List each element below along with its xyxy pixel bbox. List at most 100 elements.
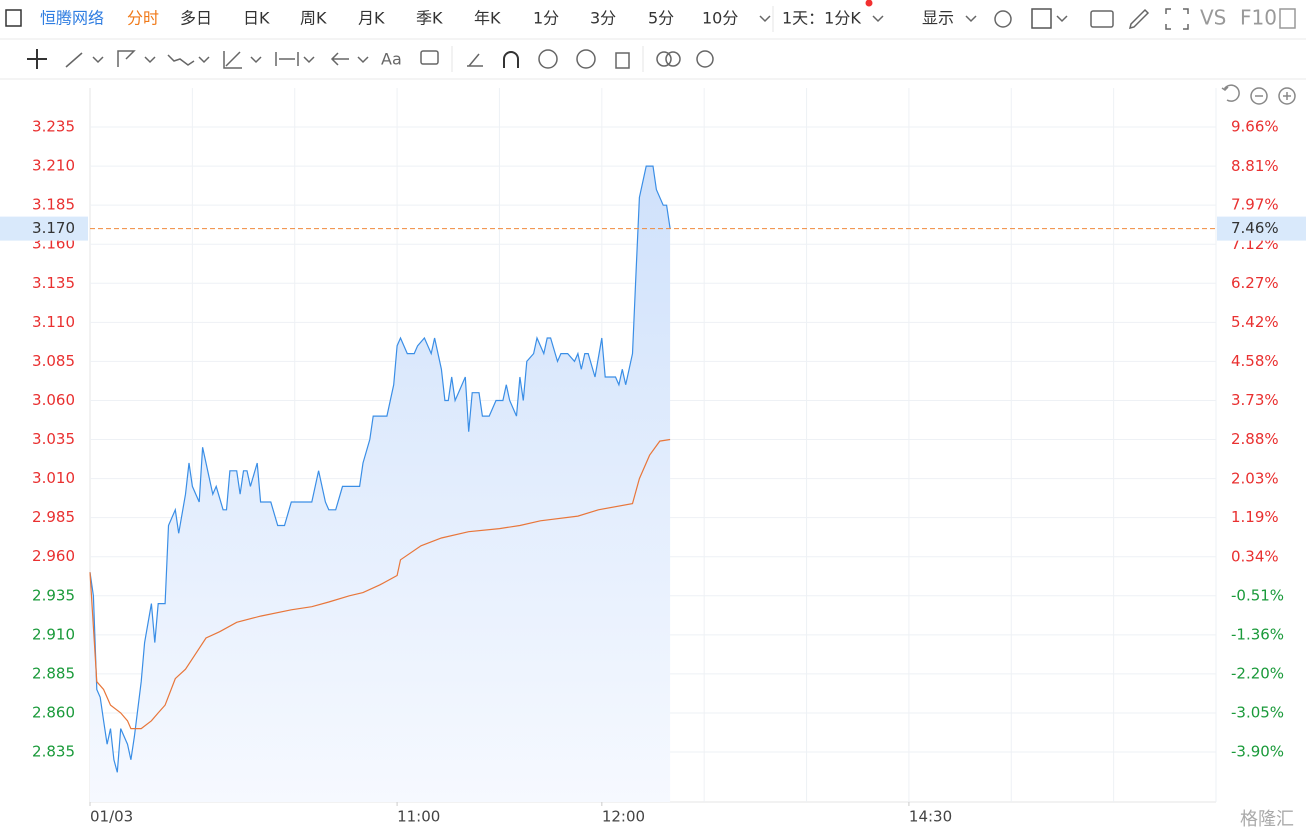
chevron[interactable]	[872, 15, 884, 23]
last-change-label: 7.46%	[1231, 219, 1279, 237]
chart-settings[interactable]	[696, 50, 714, 68]
last-change-box	[1217, 216, 1306, 241]
period-tabs: 分时 多日 日K 周K 月K 季K 年K 1分 3分 5分 10分	[127, 9, 738, 28]
y-tick-label: 3.010	[32, 469, 75, 487]
chevron[interactable]	[1056, 15, 1068, 23]
y2-tick-label: 0.34%	[1231, 547, 1279, 565]
y-tick-label: 3.135	[32, 274, 75, 292]
y-tick-label: 2.960	[32, 547, 75, 565]
y2-tick-label: 9.66%	[1231, 118, 1279, 136]
x-tick-label: 01/03	[90, 808, 133, 826]
y2-tick-label: -1.36%	[1231, 626, 1284, 644]
y-tick-label: 3.085	[32, 352, 75, 370]
y-tick-label: 3.035	[32, 430, 75, 448]
chevron[interactable]	[144, 56, 156, 64]
period-tab[interactable]: 5分	[648, 9, 674, 28]
period-tab[interactable]: 月K	[358, 9, 385, 28]
y2-tick-label: 8.81%	[1231, 157, 1279, 175]
y2-tick-label: -2.20%	[1231, 664, 1284, 682]
x-tick-label: 12:00	[602, 808, 645, 826]
arrow-tool[interactable]	[330, 52, 349, 66]
compare-tool[interactable]	[656, 51, 672, 67]
zoom-out[interactable]	[1250, 87, 1268, 105]
period-tab[interactable]: 10分	[702, 9, 738, 28]
settings-icon[interactable]	[994, 10, 1012, 28]
y2-tick-label: 4.58%	[1231, 352, 1279, 370]
watermark: 格隆汇	[1240, 809, 1294, 830]
period-tab[interactable]: 多日	[180, 9, 212, 28]
reset-zoom[interactable]	[1221, 84, 1240, 102]
fib-tool[interactable]	[223, 51, 242, 69]
move-tool[interactable]	[27, 49, 47, 69]
y-tick-label: 2.910	[32, 625, 75, 643]
y2-tick-label: -0.51%	[1231, 586, 1284, 604]
chevron[interactable]	[250, 56, 262, 64]
range-select[interactable]: 1天：1分K	[782, 9, 861, 28]
chevron[interactable]	[303, 56, 315, 64]
period-tab[interactable]: 日K	[243, 9, 270, 28]
panel-icon[interactable]	[1279, 8, 1296, 29]
y2-tick-label: 7.97%	[1231, 196, 1279, 214]
y2-tick-label: -3.05%	[1231, 704, 1284, 722]
pen-icon[interactable]	[1128, 8, 1150, 30]
notice-dot	[865, 0, 873, 7]
magnet-tool[interactable]	[503, 51, 519, 68]
display-menu[interactable]: 显示	[922, 9, 954, 28]
zoom-in[interactable]	[1278, 87, 1296, 105]
polyline-tool[interactable]	[117, 50, 136, 67]
x-tick-label: 14:30	[909, 808, 952, 826]
chevron[interactable]	[357, 56, 369, 64]
measure-tool[interactable]	[275, 52, 299, 66]
delete-tool[interactable]	[615, 52, 630, 69]
y-tick-label: 3.060	[32, 391, 75, 409]
y-tick-label: 2.860	[32, 703, 75, 721]
y2-tick-label: -3.90%	[1231, 743, 1284, 761]
y2-tick-label: 1.19%	[1231, 508, 1279, 526]
y-tick-label: 3.210	[32, 157, 75, 175]
fullscreen-icon[interactable]	[1165, 8, 1189, 30]
line-tool[interactable]	[65, 52, 83, 68]
period-tab[interactable]: 1分	[533, 9, 559, 28]
x-tick-label: 11:00	[397, 808, 440, 826]
y-tick-label: 2.935	[32, 586, 75, 604]
period-tab[interactable]: 3分	[590, 9, 616, 28]
plot	[89, 165, 1216, 803]
hide-tool[interactable]	[576, 49, 596, 69]
camera-icon[interactable]	[1090, 10, 1114, 28]
period-tab[interactable]: 年K	[474, 9, 501, 28]
period-tab[interactable]: 季K	[416, 9, 443, 28]
chevron[interactable]	[759, 15, 771, 23]
text-tool[interactable]: Aa	[381, 50, 402, 69]
last-price-box	[0, 216, 88, 241]
y-tick-label: 3.235	[32, 118, 75, 136]
color-icon[interactable]	[1031, 8, 1052, 29]
vs-button[interactable]: VS	[1200, 6, 1226, 30]
f10-button[interactable]: F10	[1240, 6, 1277, 30]
note-tool[interactable]	[420, 50, 439, 65]
y2-tick-label: 2.88%	[1231, 430, 1279, 448]
period-tab[interactable]: 周K	[300, 9, 327, 28]
price-line	[89, 165, 671, 773]
period-tab[interactable]: 分时	[127, 9, 159, 28]
price-area	[90, 166, 671, 803]
y2-tick-label: 3.73%	[1231, 391, 1279, 409]
menu-icon[interactable]	[5, 9, 22, 27]
y-tick-label: 3.185	[32, 196, 75, 214]
average-line	[89, 438, 671, 730]
y-tick-label: 2.985	[32, 508, 75, 526]
labels: 2.835 2.860 2.885 2.910 2.935 2.960 2.985 3.010…	[0, 118, 1306, 826]
wave-tool[interactable]	[167, 54, 195, 66]
stock-name[interactable]: 恒腾网络	[40, 9, 104, 28]
chevron[interactable]	[965, 15, 977, 23]
zoom-in[interactable]	[1283, 92, 1291, 100]
compare-tool[interactable]	[665, 51, 681, 67]
chevron[interactable]	[198, 56, 210, 64]
y-tick-label: 3.110	[32, 313, 75, 331]
angle-tool[interactable]	[467, 53, 483, 67]
y2-tick-label: 2.03%	[1231, 469, 1279, 487]
chevron[interactable]	[92, 56, 104, 64]
y2-tick-label: 6.27%	[1231, 274, 1279, 292]
lock-tool[interactable]	[538, 49, 558, 69]
